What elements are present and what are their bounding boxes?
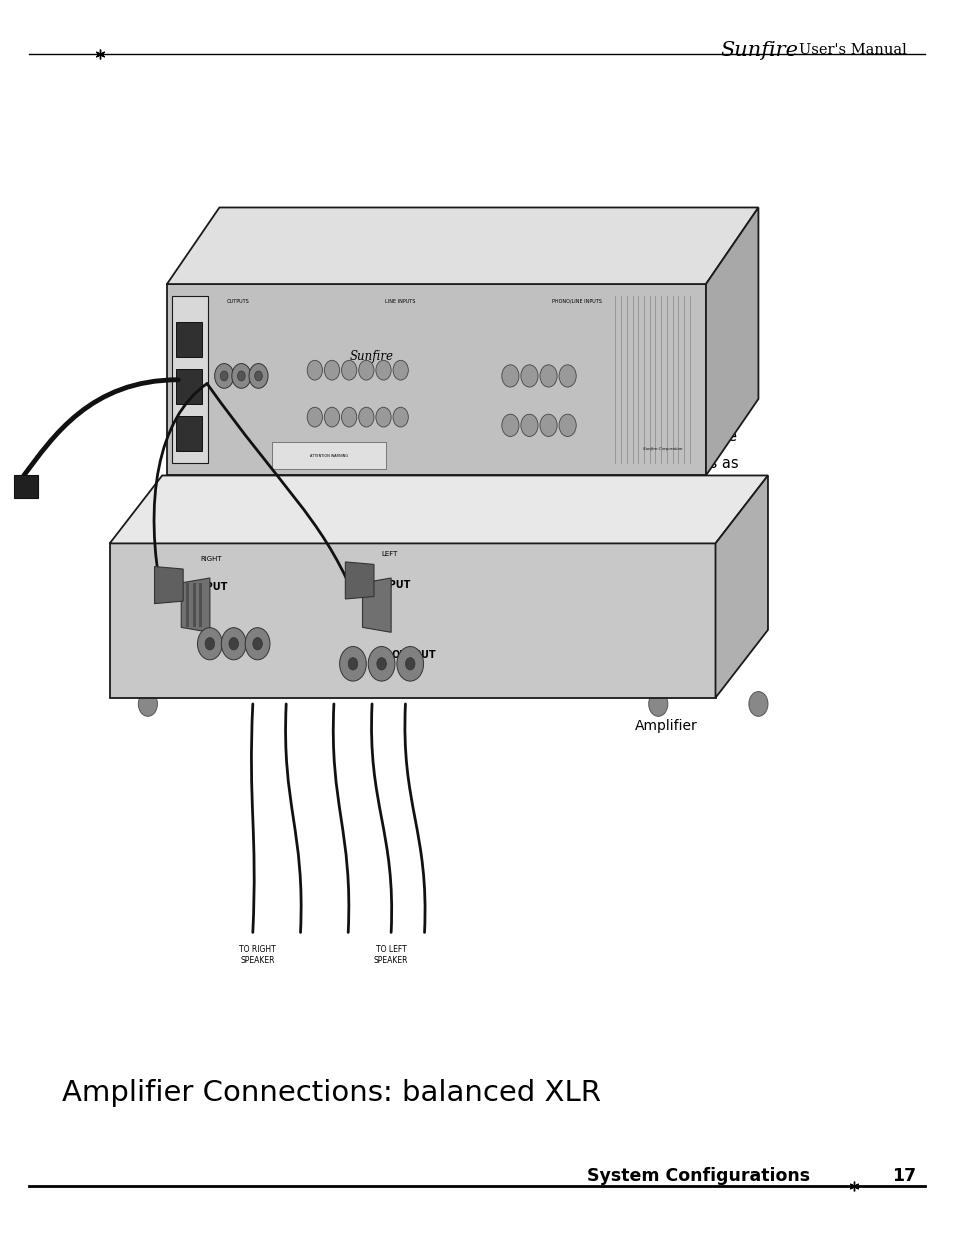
Circle shape — [324, 408, 339, 427]
Text: OUTPUT: OUTPUT — [391, 650, 436, 659]
Circle shape — [393, 361, 408, 380]
Polygon shape — [705, 207, 758, 475]
Polygon shape — [362, 578, 391, 632]
Text: The balanced connections are preferred,: The balanced connections are preferred, — [415, 516, 730, 531]
Circle shape — [307, 408, 322, 427]
Circle shape — [375, 408, 391, 427]
Text: LINE INPUTS: LINE INPUTS — [385, 299, 416, 304]
Circle shape — [245, 627, 270, 659]
Bar — [175, 322, 202, 357]
Text: Amplifier Connections: balanced XLR: Amplifier Connections: balanced XLR — [62, 1079, 600, 1107]
Bar — [199, 583, 202, 627]
Circle shape — [214, 363, 233, 388]
Text: Sunfire: Sunfire — [720, 41, 798, 59]
Circle shape — [520, 414, 537, 436]
Circle shape — [253, 637, 262, 650]
Bar — [175, 369, 202, 404]
Circle shape — [232, 363, 251, 388]
Bar — [193, 583, 195, 627]
Bar — [110, 543, 715, 698]
Text: INPUT: INPUT — [193, 582, 227, 592]
Bar — [167, 284, 705, 475]
Polygon shape — [110, 475, 767, 543]
Text: shown.: shown. — [415, 483, 467, 498]
Text: TO RIGHT
SPEAKER: TO RIGHT SPEAKER — [239, 945, 275, 965]
Text: User's Manual: User's Manual — [799, 43, 906, 57]
Text: TO LEFT
SPEAKER: TO LEFT SPEAKER — [374, 945, 408, 965]
Polygon shape — [715, 475, 767, 698]
Bar — [175, 416, 202, 451]
Bar — [186, 583, 189, 627]
Text: as they provide superior noise cancellation: as they provide superior noise cancellat… — [415, 543, 730, 558]
Circle shape — [396, 647, 423, 682]
Circle shape — [254, 370, 262, 380]
Polygon shape — [345, 562, 374, 599]
Circle shape — [558, 414, 576, 436]
Circle shape — [221, 627, 246, 659]
Circle shape — [393, 408, 408, 427]
Circle shape — [539, 364, 557, 387]
Circle shape — [648, 692, 667, 716]
Circle shape — [520, 364, 537, 387]
Text: LEFT: LEFT — [381, 551, 397, 557]
Circle shape — [220, 370, 228, 380]
Text: OUTPUTS: OUTPUTS — [227, 299, 250, 304]
Circle shape — [501, 364, 518, 387]
Text: If your amplifier has XLR inputs, it can be: If your amplifier has XLR inputs, it can… — [415, 429, 737, 443]
Text: Amplifier: Amplifier — [634, 719, 697, 734]
Circle shape — [358, 408, 374, 427]
Text: INPUT: INPUT — [376, 580, 410, 590]
Text: Sunfire: Sunfire — [350, 351, 394, 363]
Text: RIGHT: RIGHT — [200, 556, 222, 562]
Circle shape — [138, 692, 157, 716]
Circle shape — [501, 414, 518, 436]
Polygon shape — [181, 578, 210, 632]
Text: PHONO/LINE INPUTS: PHONO/LINE INPUTS — [552, 299, 601, 304]
Circle shape — [339, 647, 366, 682]
Circle shape — [405, 658, 415, 669]
Polygon shape — [154, 567, 183, 604]
Circle shape — [237, 370, 245, 380]
Circle shape — [348, 658, 357, 669]
Bar — [272, 442, 386, 469]
Circle shape — [368, 647, 395, 682]
Text: unbalanced lines.: unbalanced lines. — [415, 598, 544, 613]
Text: System Configurations: System Configurations — [586, 1167, 809, 1184]
Text: connected to the balanced audio outputs as: connected to the balanced audio outputs … — [415, 456, 738, 471]
Circle shape — [205, 637, 214, 650]
Polygon shape — [167, 207, 758, 284]
Circle shape — [558, 364, 576, 387]
Circle shape — [249, 363, 268, 388]
Bar — [14, 475, 38, 498]
Circle shape — [197, 627, 222, 659]
Circle shape — [376, 658, 386, 669]
Circle shape — [307, 361, 322, 380]
Circle shape — [539, 414, 557, 436]
Circle shape — [341, 361, 356, 380]
Text: 17: 17 — [891, 1167, 915, 1184]
Circle shape — [229, 637, 238, 650]
Text: ATTENTION WARNING: ATTENTION WARNING — [310, 453, 348, 458]
Circle shape — [748, 692, 767, 716]
Text: Sunfire Corporation: Sunfire Corporation — [642, 447, 682, 451]
Bar — [172, 296, 208, 463]
Circle shape — [341, 408, 356, 427]
Circle shape — [358, 361, 374, 380]
Circle shape — [375, 361, 391, 380]
Circle shape — [324, 361, 339, 380]
Text: and are less susceptible to interference than: and are less susceptible to interference… — [415, 571, 743, 585]
